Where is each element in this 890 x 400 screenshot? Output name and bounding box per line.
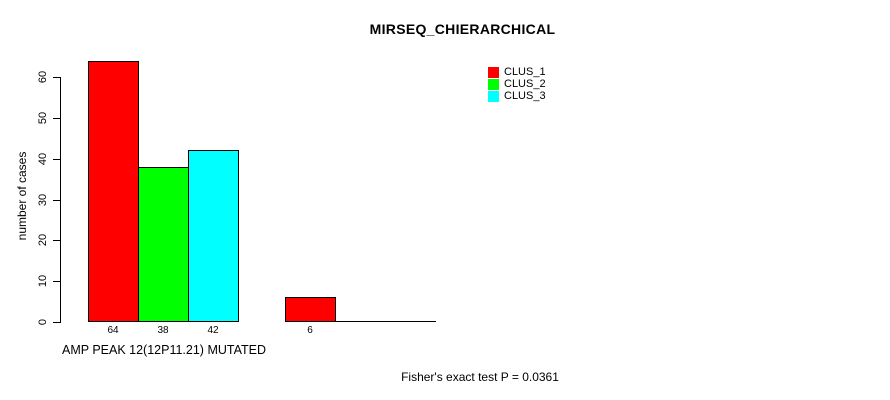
bar-value-label: 64 [107,325,119,336]
legend-swatch-clus_3 [488,90,499,102]
y-axis-line [60,77,61,323]
y-axis-tick-label: 20 [37,233,49,247]
legend-swatch-clus_1 [488,66,499,78]
y-axis-title: number of cases [15,151,29,241]
y-axis-tick [53,159,60,160]
stat-annotation: Fisher's exact test P = 0.0361 [401,370,559,384]
y-axis-tick [53,118,60,119]
bar-value-label: 6 [307,325,313,336]
y-axis-tick [53,77,60,78]
legend-item: CLUS_3 [488,90,546,102]
y-axis-tick-label: 30 [37,193,49,207]
legend: CLUS_1 CLUS_2 CLUS_3 [488,66,546,102]
legend-item-label: CLUS_3 [504,90,546,102]
y-axis-tick-label: 40 [37,152,49,166]
legend-swatch-clus_2 [488,78,499,90]
bar-value-label: 38 [157,325,169,336]
legend-item-label: CLUS_2 [504,78,546,90]
legend-item: CLUS_1 [488,66,546,78]
y-axis-tick [53,322,60,323]
y-axis-tick [53,200,60,201]
bar-clus_3-group2 [385,321,436,322]
bar-clus_3-group1 [188,150,239,322]
legend-item-label: CLUS_1 [504,66,546,78]
bar-clus_2-group2 [335,321,386,322]
y-axis-tick-label: 0 [37,318,49,326]
y-axis-tick-label: 60 [37,70,49,84]
y-axis-tick-label: 10 [37,274,49,288]
bar-clus_1-group2 [285,297,336,322]
y-axis-tick-label: 50 [37,111,49,125]
bar-clus_2-group1 [138,167,189,322]
chart-title: MIRSEQ_CHIERARCHICAL [369,21,556,37]
x-axis-group-label: AMP PEAK 12(12P11.21) MUTATED [61,343,267,357]
y-axis-tick [53,240,60,241]
bar-clus_1-group1 [88,61,139,322]
legend-item: CLUS_2 [488,78,546,90]
bar-value-label: 42 [207,325,219,336]
y-axis-tick [53,281,60,282]
